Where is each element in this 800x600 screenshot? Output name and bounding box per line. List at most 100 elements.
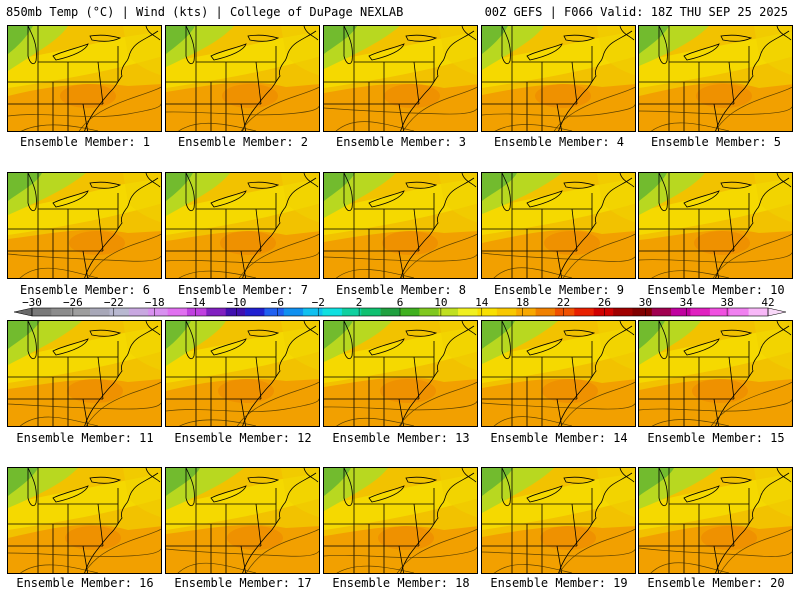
member-caption: Ensemble Member: 2	[177, 135, 309, 149]
colorbar-label: −14	[186, 296, 206, 309]
colorbar-right-arrow	[767, 307, 787, 317]
colorbar-label: 2	[356, 296, 363, 309]
colorbar-swatch	[535, 308, 556, 316]
colorbar-swatch	[632, 308, 653, 316]
colorbar-swatch	[361, 308, 381, 316]
ensemble-member-map	[481, 25, 636, 132]
ensemble-member-map	[323, 172, 478, 279]
colorbar-swatch	[671, 308, 691, 316]
temperature-map	[639, 173, 792, 278]
colorbar-swatch	[380, 308, 401, 316]
colorbar-swatch	[283, 308, 304, 316]
ensemble-member-map	[165, 25, 320, 132]
ensemble-member-map	[323, 467, 478, 574]
temperature-map	[8, 26, 161, 131]
colorbar-label: 14	[475, 296, 489, 309]
colorbar-label: 6	[397, 296, 404, 309]
ensemble-member-map	[323, 25, 478, 132]
colorbar-swatch	[554, 308, 575, 316]
ensemble-member-map	[165, 172, 320, 279]
colorbar-label: −2	[312, 296, 325, 309]
colorbar-label: 22	[557, 296, 570, 309]
colorbar-swatch	[167, 308, 188, 316]
map-title: 850mb Temp (°C) | Wind (kts) | College o…	[6, 5, 404, 19]
ensemble-member-map	[165, 320, 320, 427]
member-caption: Ensemble Member: 13	[332, 431, 470, 445]
colorbar-swatch	[32, 308, 52, 316]
colorbar-swatch	[109, 308, 130, 316]
temperature-map	[8, 173, 161, 278]
temperature-map	[324, 173, 477, 278]
colorbar-label: 10	[434, 296, 447, 309]
colorbar-left-arrow	[13, 307, 33, 317]
temperature-map	[639, 321, 792, 426]
ensemble-member-map	[481, 172, 636, 279]
member-caption: Ensemble Member: 20	[647, 576, 785, 590]
colorbar-swatch	[206, 308, 226, 316]
temperature-map	[482, 173, 635, 278]
ensemble-member-map	[638, 320, 793, 427]
colorbar-swatch	[264, 308, 285, 316]
colorbar-swatch	[186, 308, 207, 316]
colorbar-label: 30	[639, 296, 652, 309]
member-caption: Ensemble Member: 12	[174, 431, 312, 445]
ensemble-member-map	[7, 467, 162, 574]
colorbar-swatch	[458, 308, 478, 316]
ensemble-member-map	[638, 172, 793, 279]
ensemble-member-map	[7, 25, 162, 132]
colorbar-label: 34	[680, 296, 694, 309]
colorbar-swatch	[70, 308, 91, 316]
ensemble-member-map	[165, 467, 320, 574]
member-caption: Ensemble Member: 8	[335, 283, 467, 297]
colorbar-swatch	[341, 308, 362, 316]
colorbar-swatch	[496, 308, 517, 316]
colorbar-swatch	[438, 308, 459, 316]
colorbar-label: −18	[145, 296, 165, 309]
temperature-map	[8, 468, 161, 573]
colorbar-swatch	[400, 308, 420, 316]
colorbar-label: 18	[516, 296, 529, 309]
member-caption: Ensemble Member: 7	[177, 283, 309, 297]
ensemble-member-map	[323, 320, 478, 427]
valid-time: 00Z GEFS | F066 Valid: 18Z THU SEP 25 20…	[484, 5, 788, 19]
colorbar-swatch	[709, 308, 730, 316]
colorbar-swatch	[322, 308, 343, 316]
member-caption: Ensemble Member: 10	[647, 283, 785, 297]
temperature-map	[8, 321, 161, 426]
colorbar-swatch	[303, 308, 323, 316]
ensemble-member-map	[481, 320, 636, 427]
temperature-map	[166, 321, 319, 426]
colorbar-swatch	[477, 308, 498, 316]
ensemble-member-map	[638, 467, 793, 574]
temperature-colorbar: −30 −26 −22 −18 −14 −10 −6 −2 2 6 10 14 18 22 26 30 34 38…	[13, 296, 787, 317]
member-caption: Ensemble Member: 5	[650, 135, 782, 149]
colorbar-swatch	[748, 308, 769, 316]
colorbar-label: −6	[271, 296, 284, 309]
temperature-map	[166, 26, 319, 131]
colorbar-swatch	[593, 308, 614, 316]
colorbar-label: −26	[63, 296, 83, 309]
temperature-map	[166, 173, 319, 278]
colorbar-swatch	[51, 308, 72, 316]
member-caption: Ensemble Member: 11	[16, 431, 154, 445]
temperature-map	[324, 26, 477, 131]
temperature-map	[482, 468, 635, 573]
member-caption: Ensemble Member: 6	[19, 283, 151, 297]
member-caption: Ensemble Member: 18	[332, 576, 470, 590]
member-caption: Ensemble Member: 4	[493, 135, 625, 149]
colorbar-swatch	[574, 308, 594, 316]
temperature-map	[166, 468, 319, 573]
colorbar-swatch	[245, 308, 265, 316]
colorbar-swatch	[148, 308, 168, 316]
temperature-map	[639, 468, 792, 573]
colorbar-swatch	[128, 308, 149, 316]
ensemble-member-map	[481, 467, 636, 574]
member-caption: Ensemble Member: 9	[493, 283, 625, 297]
colorbar-swatch	[419, 308, 440, 316]
member-caption: Ensemble Member: 19	[490, 576, 628, 590]
temperature-map	[324, 321, 477, 426]
colorbar-swatch	[690, 308, 711, 316]
temperature-map	[324, 468, 477, 573]
colorbar-swatch	[729, 308, 749, 316]
member-caption: Ensemble Member: 16	[16, 576, 154, 590]
